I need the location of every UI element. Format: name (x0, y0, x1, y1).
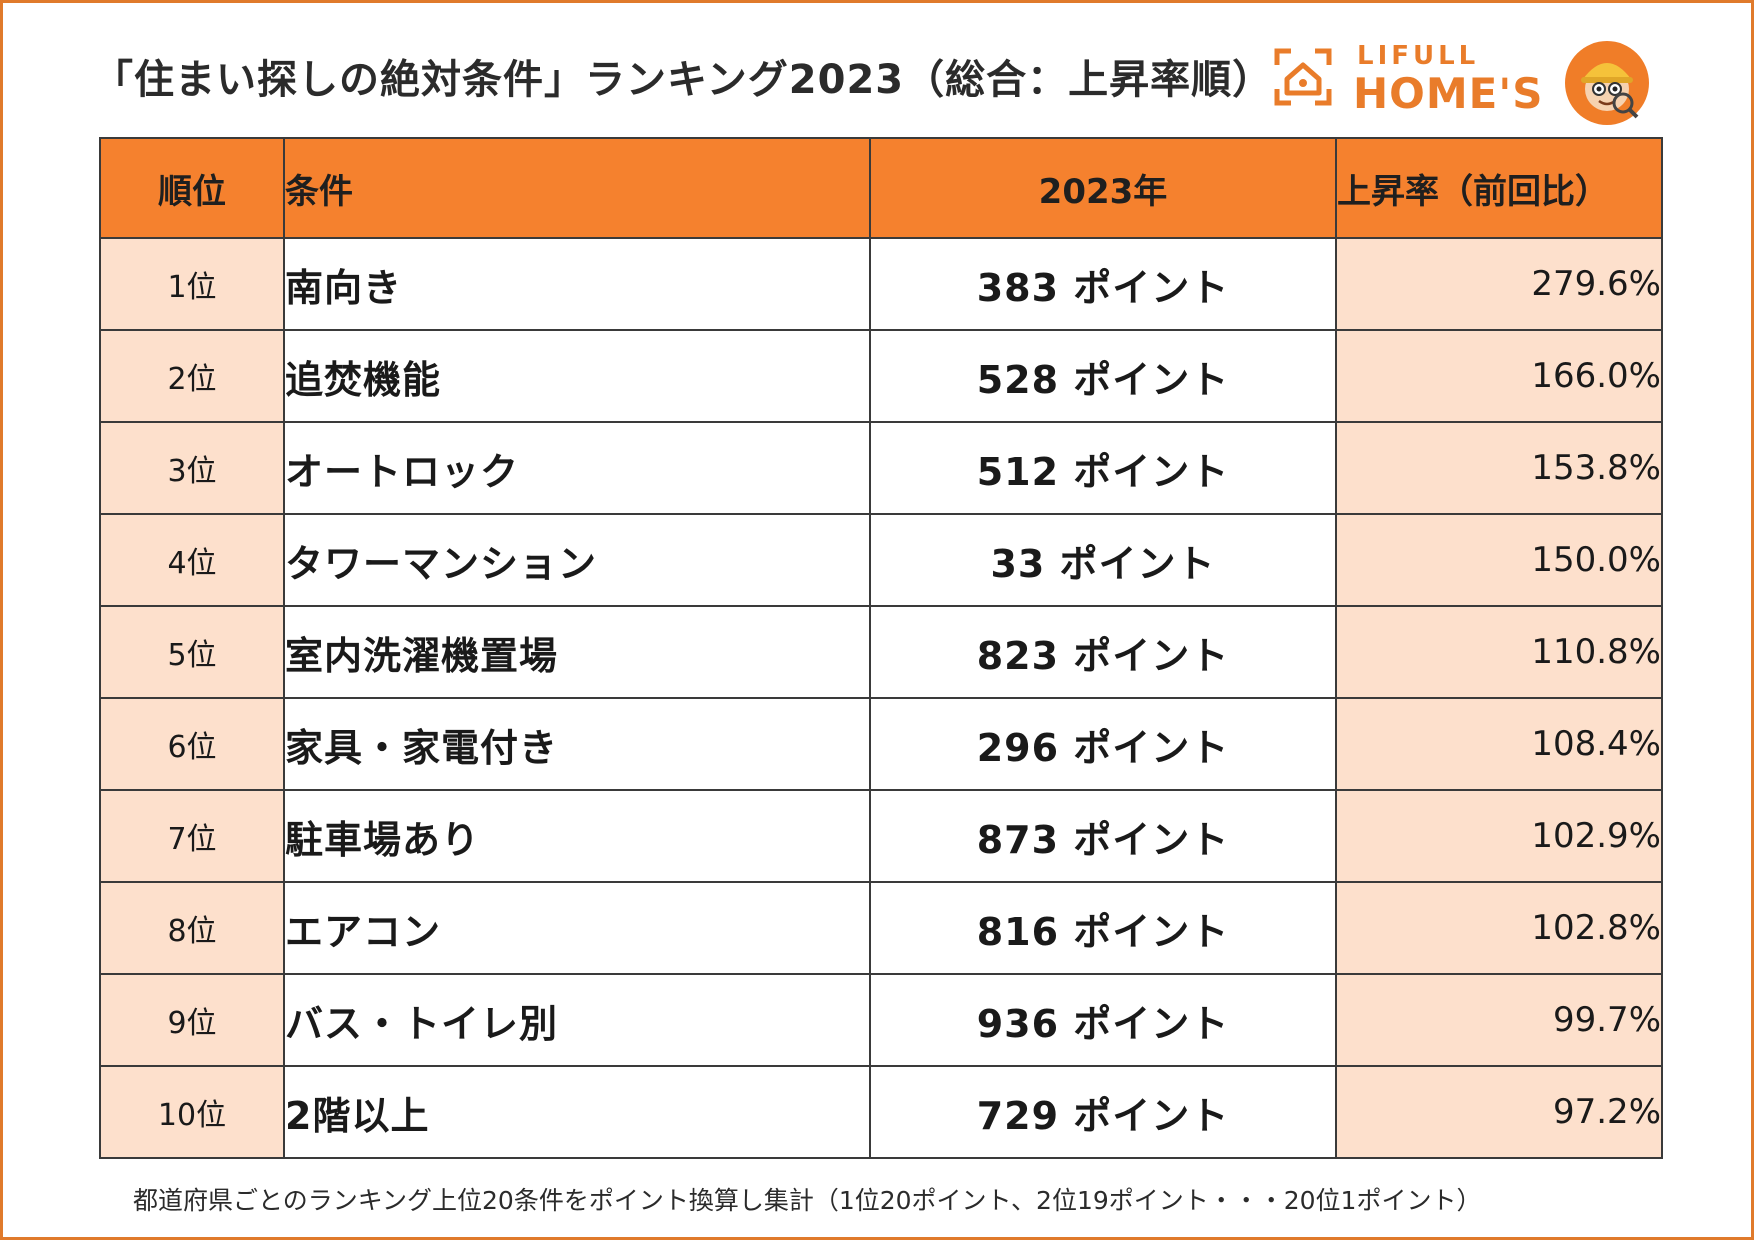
table-row: 9位 バス・トイレ別 936 ポイント 99.7% (99, 973, 1663, 1067)
rate-cell: 279.6% (1335, 237, 1663, 331)
condition-cell: 追焚機能 (283, 329, 871, 423)
rank-cell: 10位 (99, 1065, 285, 1159)
table-row: 8位 エアコン 816 ポイント 102.8% (99, 881, 1663, 975)
rate-cell: 102.9% (1335, 789, 1663, 883)
ranking-table: 順位 条件 2023年 上昇率（前回比） 1位 南向き 383 ポイント 279… (99, 137, 1663, 1159)
rate-cell: 110.8% (1335, 605, 1663, 699)
points-cell: 296 ポイント (869, 697, 1337, 791)
rank-cell: 6位 (99, 697, 285, 791)
rank-cell: 8位 (99, 881, 285, 975)
brand-logo: LIFULL HOME'S (1271, 39, 1671, 129)
points-cell: 823 ポイント (869, 605, 1337, 699)
table-row: 4位 タワーマンション 33 ポイント 150.0% (99, 513, 1663, 607)
rank-cell: 1位 (99, 237, 285, 331)
table-row: 6位 家具・家電付き 296 ポイント 108.4% (99, 697, 1663, 791)
points-cell: 729 ポイント (869, 1065, 1337, 1159)
rate-cell: 102.8% (1335, 881, 1663, 975)
rate-cell: 150.0% (1335, 513, 1663, 607)
house-logo-icon (1274, 48, 1332, 106)
table-row: 2位 追焚機能 528 ポイント 166.0% (99, 329, 1663, 423)
rate-cell: 99.7% (1335, 973, 1663, 1067)
header-points: 2023年 (869, 137, 1337, 239)
rate-cell: 108.4% (1335, 697, 1663, 791)
rank-cell: 2位 (99, 329, 285, 423)
condition-cell: 家具・家電付き (283, 697, 871, 791)
points-cell: 873 ポイント (869, 789, 1337, 883)
points-cell: 936 ポイント (869, 973, 1337, 1067)
points-cell: 816 ポイント (869, 881, 1337, 975)
header-rate: 上昇率（前回比） (1335, 137, 1663, 239)
condition-cell: バス・トイレ別 (283, 973, 871, 1067)
points-cell: 528 ポイント (869, 329, 1337, 423)
rank-cell: 4位 (99, 513, 285, 607)
table-row: 5位 室内洗濯機置場 823 ポイント 110.8% (99, 605, 1663, 699)
condition-cell: タワーマンション (283, 513, 871, 607)
header-rank: 順位 (99, 137, 285, 239)
rate-cell: 97.2% (1335, 1065, 1663, 1159)
logo-text-lifull: LIFULL (1357, 41, 1480, 71)
points-cell: 33 ポイント (869, 513, 1337, 607)
rank-cell: 7位 (99, 789, 285, 883)
rank-cell: 9位 (99, 973, 285, 1067)
logo-text-homes: HOME'S (1353, 69, 1544, 118)
rank-cell: 3位 (99, 421, 285, 515)
points-cell: 512 ポイント (869, 421, 1337, 515)
footnote: 都道府県ごとのランキング上位20条件をポイント換算し集計（1位20ポイント、2位… (133, 1186, 1482, 1215)
condition-cell: 南向き (283, 237, 871, 331)
points-cell: 383 ポイント (869, 237, 1337, 331)
table-header-row: 順位 条件 2023年 上昇率（前回比） (99, 137, 1663, 239)
condition-cell: オートロック (283, 421, 871, 515)
table-row: 7位 駐車場あり 873 ポイント 102.9% (99, 789, 1663, 883)
header-condition: 条件 (283, 137, 871, 239)
condition-cell: 駐車場あり (283, 789, 871, 883)
condition-cell: エアコン (283, 881, 871, 975)
table-row: 1位 南向き 383 ポイント 279.6% (99, 237, 1663, 331)
condition-cell: 2階以上 (283, 1065, 871, 1159)
page-title: 「住まい探しの絶対条件」ランキング2023（総合：上昇率順） (93, 57, 1274, 103)
mascot-icon (1565, 41, 1649, 125)
table-row: 10位 2階以上 729 ポイント 97.2% (99, 1065, 1663, 1159)
condition-cell: 室内洗濯機置場 (283, 605, 871, 699)
rate-cell: 166.0% (1335, 329, 1663, 423)
rank-cell: 5位 (99, 605, 285, 699)
rate-cell: 153.8% (1335, 421, 1663, 515)
table-row: 3位 オートロック 512 ポイント 153.8% (99, 421, 1663, 515)
